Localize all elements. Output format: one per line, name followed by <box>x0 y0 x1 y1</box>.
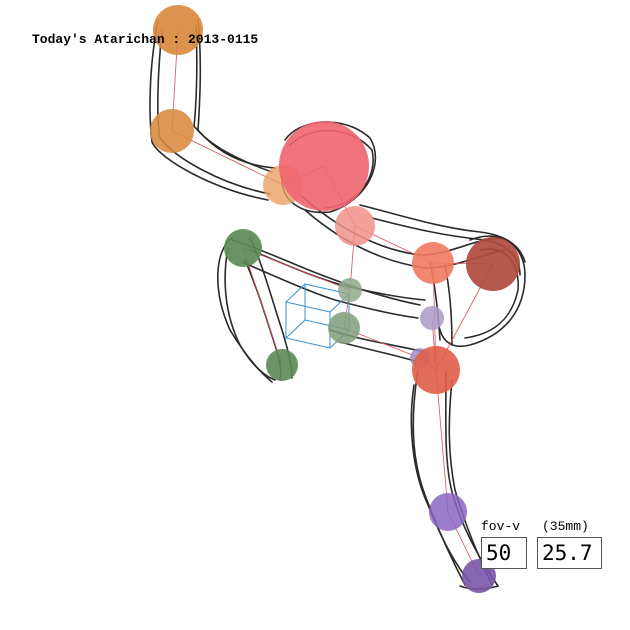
sketch-stroke <box>437 235 526 347</box>
sketch-stroke <box>149 21 269 201</box>
joint-right-hand <box>420 306 444 330</box>
sketch-stroke <box>359 204 526 263</box>
fov-label: fov-v <box>481 519 521 534</box>
joint-spine-upper <box>338 278 362 302</box>
joint-neck <box>335 206 375 246</box>
sketch-stroke <box>193 25 273 173</box>
sketch-stroke <box>412 369 466 586</box>
sketch-stroke <box>249 249 426 301</box>
joints[interactable] <box>150 5 520 593</box>
joint-left-elbow <box>150 109 194 153</box>
lens-label: (35mm) <box>542 519 589 534</box>
sketch-stroke <box>410 384 471 583</box>
joint-right-shoulder <box>412 242 454 284</box>
sketch-stroke <box>339 341 419 363</box>
sketch-stroke <box>241 261 419 319</box>
fov-input[interactable] <box>481 537 527 569</box>
cube-edge <box>285 319 306 339</box>
joint-right-elbow <box>466 237 520 291</box>
joint-left-hand <box>153 5 203 55</box>
joint-right-hip <box>412 346 460 394</box>
cube-edge <box>285 283 306 303</box>
bone-line <box>242 247 283 366</box>
sketch-stroke <box>224 247 276 381</box>
joint-spine-lower <box>328 312 360 344</box>
joint-left-knee <box>224 229 262 267</box>
joint-right-knee <box>429 493 467 531</box>
page-title: Today's Atarichan : 2013-0115 <box>32 32 259 47</box>
cube-face <box>285 301 331 349</box>
joint-head <box>279 121 369 211</box>
joint-left-foot <box>266 349 298 381</box>
focal-length-input[interactable] <box>537 537 602 569</box>
bone-line <box>242 247 351 291</box>
